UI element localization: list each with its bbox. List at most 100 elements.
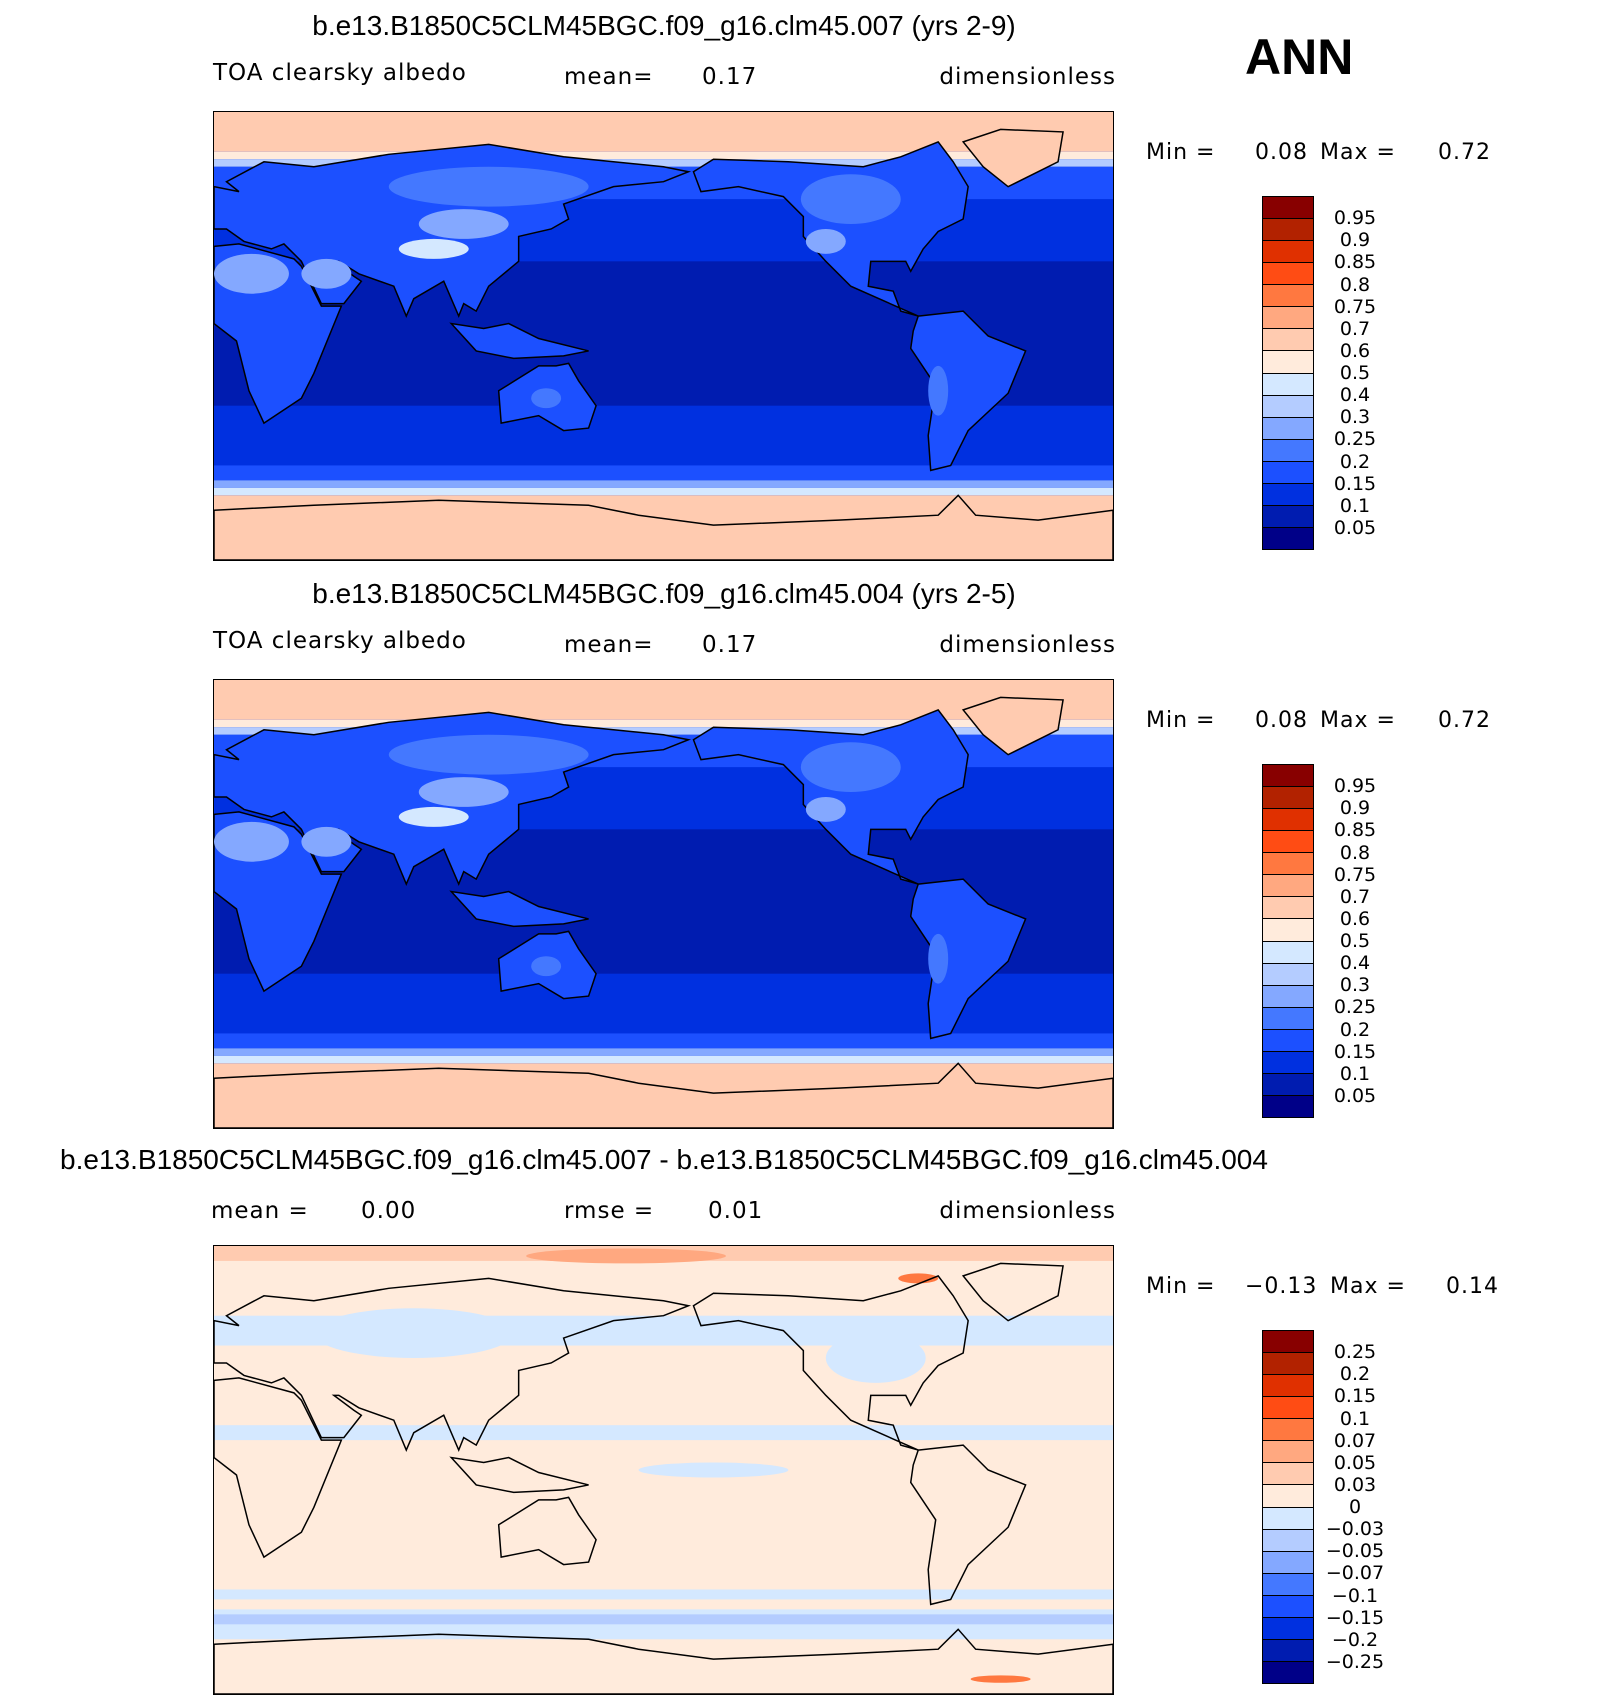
field-band: [214, 159, 1113, 167]
colorbar-tick-label: 0.25: [1333, 1341, 1377, 1364]
colorbar-box: [1263, 1639, 1313, 1662]
land-namerica: [693, 142, 968, 316]
field-band: [214, 1033, 1113, 1049]
field-patch: [301, 826, 352, 857]
panel-model-007: b.e13.B1850C5CLM45BGC.f09_g16.clm45.007 …: [0, 0, 1605, 568]
colorbar-box: [1263, 417, 1313, 440]
colorbar-tick-label: −0.2: [1331, 1628, 1379, 1651]
colorbar-box: [1263, 505, 1313, 528]
min-label: Min =: [1146, 708, 1216, 733]
panel-title: b.e13.B1850C5CLM45BGC.f09_g16.clm45.007 …: [60, 1144, 1268, 1175]
land-samerica: [911, 311, 1026, 470]
season-label: ANN: [1245, 29, 1354, 85]
colorbar-tick-label: 0.8: [1339, 273, 1371, 296]
colorbar-box: [1263, 1551, 1313, 1574]
colorbar-box: [1263, 1029, 1313, 1052]
colorbar-tick-label: 0.1: [1339, 1407, 1371, 1430]
colorbar-box: [1263, 919, 1313, 942]
field-patch: [301, 258, 352, 289]
field-patch: [398, 806, 469, 827]
colorbar-tick-label: 0.15: [1333, 472, 1377, 495]
field-patch: [825, 1333, 926, 1383]
colorbar-box: [1263, 1463, 1313, 1486]
colorbar-box: [1263, 197, 1313, 220]
colorbar-labels: 0.95 0.9 0.85 0.8 0.75 0.7 0.6 0.5 0.4 0.3 0.25 0.2…: [1320, 196, 1410, 550]
land-greenland: [963, 129, 1063, 186]
colorbar-tick-label: 0.5: [1339, 362, 1371, 384]
colorbar-box: [1263, 527, 1313, 549]
colorbar-tick-label: 0.9: [1339, 797, 1371, 820]
field-patch: [638, 1462, 789, 1478]
max-value: 0.72: [1438, 140, 1491, 165]
coastline-indonesia: [451, 1458, 588, 1493]
rmse-label: rmse =: [564, 1198, 655, 1224]
colorbar-tick-label: 0.5: [1339, 930, 1371, 952]
colorbar-box: [1263, 963, 1313, 986]
colorbar-tick-label: −0.1: [1331, 1584, 1379, 1607]
units-label: dimensionless: [939, 1198, 1116, 1224]
land-namerica: [693, 710, 968, 884]
map-plot: [213, 679, 1114, 1129]
colorbar-box: [1263, 483, 1313, 506]
colorbar-box: [1263, 1441, 1313, 1464]
colorbar-box: [1263, 1007, 1313, 1030]
colorbar-box: [1263, 941, 1313, 964]
field-patch: [805, 796, 846, 822]
colorbar-tick-label: 0.7: [1339, 317, 1371, 340]
colorbar-box: [1263, 373, 1313, 396]
field-band: [214, 719, 1113, 728]
colorbar-tick-label: 0.95: [1333, 207, 1377, 230]
field-patch: [928, 933, 949, 984]
units-label: dimensionless: [939, 64, 1116, 90]
panel-difference: b.e13.B1850C5CLM45BGC.f09_g16.clm45.007 …: [0, 1134, 1605, 1702]
world-map: [214, 680, 1113, 1128]
colorbar-box: [1263, 219, 1313, 242]
colorbar-box: [1263, 351, 1313, 374]
coastline-eurasia: [214, 1278, 688, 1450]
colorbar-box: [1263, 439, 1313, 462]
colorbar-box: [1263, 1661, 1313, 1683]
max-label: Max =: [1320, 708, 1396, 733]
units-label: dimensionless: [939, 632, 1116, 658]
colorbar-box: [1263, 263, 1313, 286]
colorbar-labels: 0.95 0.9 0.85 0.8 0.75 0.7 0.6 0.5 0.4 0.3 0.25 0.2…: [1320, 764, 1410, 1118]
land-antarctica: [214, 1063, 1113, 1128]
panel-title: b.e13.B1850C5CLM45BGC.f09_g16.clm45.007 …: [312, 10, 1016, 41]
colorbar-box: [1263, 1419, 1313, 1442]
field-band: [214, 727, 1113, 735]
world-map: [214, 1246, 1113, 1694]
min-value: 0.08: [1255, 140, 1308, 165]
colorbar-tick-label: −0.07: [1325, 1562, 1385, 1585]
colorbar-tick-label: 0.07: [1333, 1429, 1377, 1452]
field-band: [214, 680, 1113, 720]
max-label: Max =: [1330, 1274, 1406, 1299]
colorbar-box: [1263, 1529, 1313, 1552]
colorbar-tick-label: 0.3: [1339, 406, 1371, 429]
colorbar-box: [1263, 307, 1313, 330]
field-patch: [898, 1273, 939, 1284]
mean-value: 0.17: [702, 64, 758, 90]
land-greenland: [963, 697, 1063, 754]
field-band: [214, 1055, 1113, 1064]
field-band: [214, 1048, 1113, 1056]
colorbar: [1262, 1330, 1314, 1684]
colorbar-labels: 0.25 0.2 0.15 0.1 0.07 0.05 0.03 0 −0.03 −0.05 −0.…: [1320, 1330, 1410, 1684]
colorbar: [1262, 764, 1314, 1118]
colorbar-tick-label: 0.25: [1333, 428, 1377, 451]
colorbar-tick-label: 0.03: [1333, 1473, 1377, 1496]
colorbar-tick-label: 0.95: [1333, 775, 1377, 798]
colorbar-tick-label: 0.6: [1339, 907, 1371, 930]
min-value: 0.08: [1255, 708, 1308, 733]
field-patch: [531, 388, 562, 409]
colorbar-tick-label: −0.05: [1325, 1540, 1385, 1563]
max-value: 0.72: [1438, 708, 1491, 733]
colorbar-tick-label: 0.15: [1333, 1040, 1377, 1063]
field-patch: [970, 1675, 1031, 1683]
field-patch: [800, 742, 901, 792]
colorbar-box: [1263, 1507, 1313, 1530]
colorbar-box: [1263, 897, 1313, 920]
colorbar-tick-label: −0.25: [1325, 1650, 1385, 1673]
max-value: 0.14: [1446, 1274, 1499, 1299]
land-indonesia: [451, 892, 588, 927]
colorbar-tick-label: 0.9: [1339, 229, 1371, 252]
